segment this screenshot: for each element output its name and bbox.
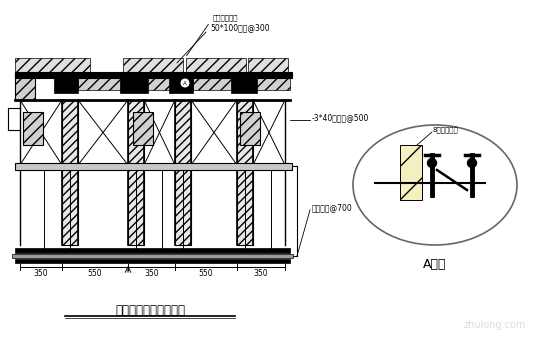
Bar [23, 112, 43, 145]
Bar [193, 78, 237, 90]
Text: 350: 350 [34, 269, 48, 279]
Text: A大样: A大样 [423, 258, 447, 271]
Bar [78, 78, 128, 90]
Bar [169, 75, 193, 93]
Text: zhulong.com: zhulong.com [464, 320, 526, 330]
Bar [248, 58, 288, 73]
Text: 550: 550 [199, 269, 213, 279]
Bar [146, 78, 175, 90]
Text: A: A [183, 80, 187, 86]
Text: 8拆链条穿孔: 8拆链条穿孔 [433, 127, 459, 133]
Bar [186, 58, 246, 73]
Bar [240, 112, 260, 145]
Bar [15, 72, 292, 78]
Bar [231, 75, 257, 93]
Text: -3*40南侧枋@500: -3*40南侧枋@500 [312, 114, 370, 122]
Bar [237, 100, 253, 245]
Bar [123, 58, 183, 73]
Bar [175, 100, 191, 245]
Circle shape [427, 159, 436, 168]
Bar [15, 58, 90, 73]
Text: 50*100木枋@300: 50*100木枋@300 [210, 23, 269, 32]
Bar [255, 78, 290, 90]
Bar [54, 75, 78, 93]
Text: 搁置支枋@700: 搁置支枋@700 [312, 204, 353, 213]
Bar [120, 75, 148, 93]
Bar [133, 112, 153, 145]
Bar [15, 75, 35, 100]
Text: 350: 350 [254, 269, 268, 279]
Circle shape [180, 78, 190, 88]
Bar [400, 145, 422, 200]
Bar [15, 163, 292, 170]
Bar [15, 259, 290, 263]
Bar [128, 100, 144, 245]
Bar [12, 254, 293, 258]
Text: 350: 350 [144, 269, 159, 279]
Text: 预排钢楞布置: 预排钢楞布置 [213, 15, 239, 21]
Text: 阶梯教室梁板支撑系统: 阶梯教室梁板支撑系统 [115, 303, 185, 316]
Bar [15, 248, 290, 253]
Circle shape [468, 159, 477, 168]
Bar [62, 100, 78, 245]
Text: 550: 550 [88, 269, 102, 279]
Ellipse shape [353, 125, 517, 245]
